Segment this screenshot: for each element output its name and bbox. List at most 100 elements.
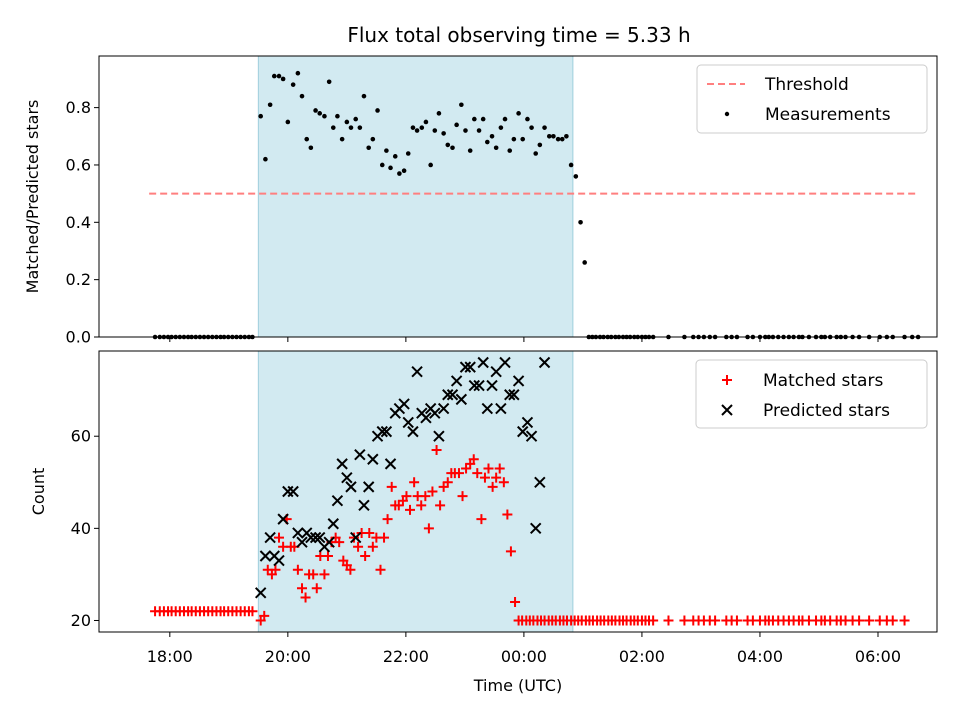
measurement-point	[480, 116, 486, 122]
matched-point	[416, 500, 427, 511]
measurement-point	[348, 125, 354, 130]
measurement-point	[285, 119, 291, 125]
measurement-point	[520, 136, 526, 142]
x-axis-label: Time (UTC)	[473, 676, 562, 695]
matched-point	[510, 597, 521, 608]
predicted-point	[296, 536, 308, 548]
measurement-point	[414, 128, 420, 133]
y-tick-label: 0.8	[66, 98, 91, 117]
predicted-point	[437, 402, 450, 415]
matched-point	[420, 491, 431, 502]
measurement-point	[322, 113, 327, 119]
measurement-point	[344, 119, 350, 125]
measurement-point	[397, 171, 402, 176]
measurement-point	[388, 165, 393, 171]
matched-point	[247, 606, 258, 617]
measurement-point	[537, 142, 543, 148]
bottom-panel: 20 40 60 18:00 20:00 22:00 00:00 02:00 04:00 06:…	[29, 350, 938, 695]
matched-point	[364, 527, 375, 538]
predicted-point	[327, 518, 339, 530]
measurement-point	[405, 151, 411, 156]
measurement-point	[313, 108, 318, 113]
matched-point	[292, 564, 303, 575]
predicted-point	[398, 398, 410, 410]
measurement-point	[489, 133, 495, 139]
measurement-point	[498, 125, 504, 130]
predicted-point	[254, 587, 267, 599]
predicted-point	[455, 393, 468, 406]
predicted-point	[362, 481, 375, 493]
legend-matched-label: Matched stars	[763, 371, 883, 391]
measurement-point	[568, 162, 574, 168]
measurement-point	[295, 70, 301, 76]
matched-point	[423, 523, 434, 534]
matched-point	[379, 532, 390, 543]
matched-point	[300, 592, 311, 603]
measurement-point	[441, 131, 446, 136]
measurement-point	[423, 119, 429, 125]
matched-point	[348, 532, 359, 543]
matched-point	[319, 569, 330, 580]
matched-point	[498, 477, 509, 488]
predicted-point	[468, 379, 481, 392]
measurement-point	[533, 151, 539, 156]
matched-point	[308, 569, 319, 580]
measurement-point	[384, 148, 389, 153]
measurement-point	[529, 125, 534, 130]
predicted-point	[354, 448, 366, 461]
measurement-point	[578, 220, 583, 225]
measurement-point	[304, 136, 310, 142]
measurement-point	[280, 76, 286, 82]
y-tick-label: 60	[71, 427, 91, 446]
matched-point	[360, 550, 371, 561]
predicted-point	[314, 531, 326, 544]
predicted-point	[538, 356, 551, 369]
measurement-point	[493, 145, 499, 151]
matched-point	[259, 610, 270, 621]
x-tick-label: 22:00	[383, 647, 429, 666]
bottom-legend: Matched stars Predicted stars	[695, 359, 928, 429]
legend-measurements-label: Measurements	[765, 105, 891, 125]
matched-point	[648, 615, 659, 626]
matched-point	[887, 615, 898, 626]
measurement-point	[559, 136, 565, 142]
predicted-point	[459, 361, 472, 373]
matched-point	[270, 564, 281, 575]
matched-point	[345, 564, 356, 575]
measurement-point	[308, 145, 314, 151]
measurement-point	[290, 82, 296, 87]
predicted-point	[450, 375, 463, 387]
matched-point	[679, 615, 690, 626]
measurement-point	[573, 174, 579, 179]
predicted-series	[254, 356, 551, 599]
predicted-point	[495, 402, 507, 415]
predicted-point	[350, 531, 362, 544]
top-legend: Threshold Measurements	[696, 64, 928, 134]
predicted-point	[517, 425, 529, 438]
bottom-x-ticks: 18:00 20:00 22:00 00:00 02:00 04:00 06:00	[147, 632, 901, 666]
matched-point	[487, 481, 498, 492]
predicted-point	[420, 412, 432, 424]
measurement-point	[401, 168, 407, 173]
bottom-y-ticks: 20 40 60	[71, 427, 99, 630]
matched-point	[864, 615, 875, 626]
predicted-point	[273, 554, 285, 567]
predicted-point	[473, 379, 485, 392]
bottom-axes-frame	[98, 350, 938, 633]
measurement-point	[445, 142, 451, 148]
measurement-point	[454, 122, 459, 128]
predicted-point	[464, 361, 476, 373]
y-tick-label: 20	[71, 611, 91, 630]
measurement-point	[516, 111, 521, 116]
measurement-point	[271, 73, 277, 79]
measurement-point	[582, 260, 587, 265]
matched-point	[491, 472, 502, 483]
predicted-point	[490, 366, 502, 378]
top-legend-box	[696, 64, 928, 134]
measurement-point	[357, 125, 363, 130]
legend-measurements-swatch	[724, 111, 730, 117]
predicted-point	[259, 550, 272, 562]
predicted-point	[446, 389, 459, 401]
x-tick-label: 02:00	[619, 647, 665, 666]
